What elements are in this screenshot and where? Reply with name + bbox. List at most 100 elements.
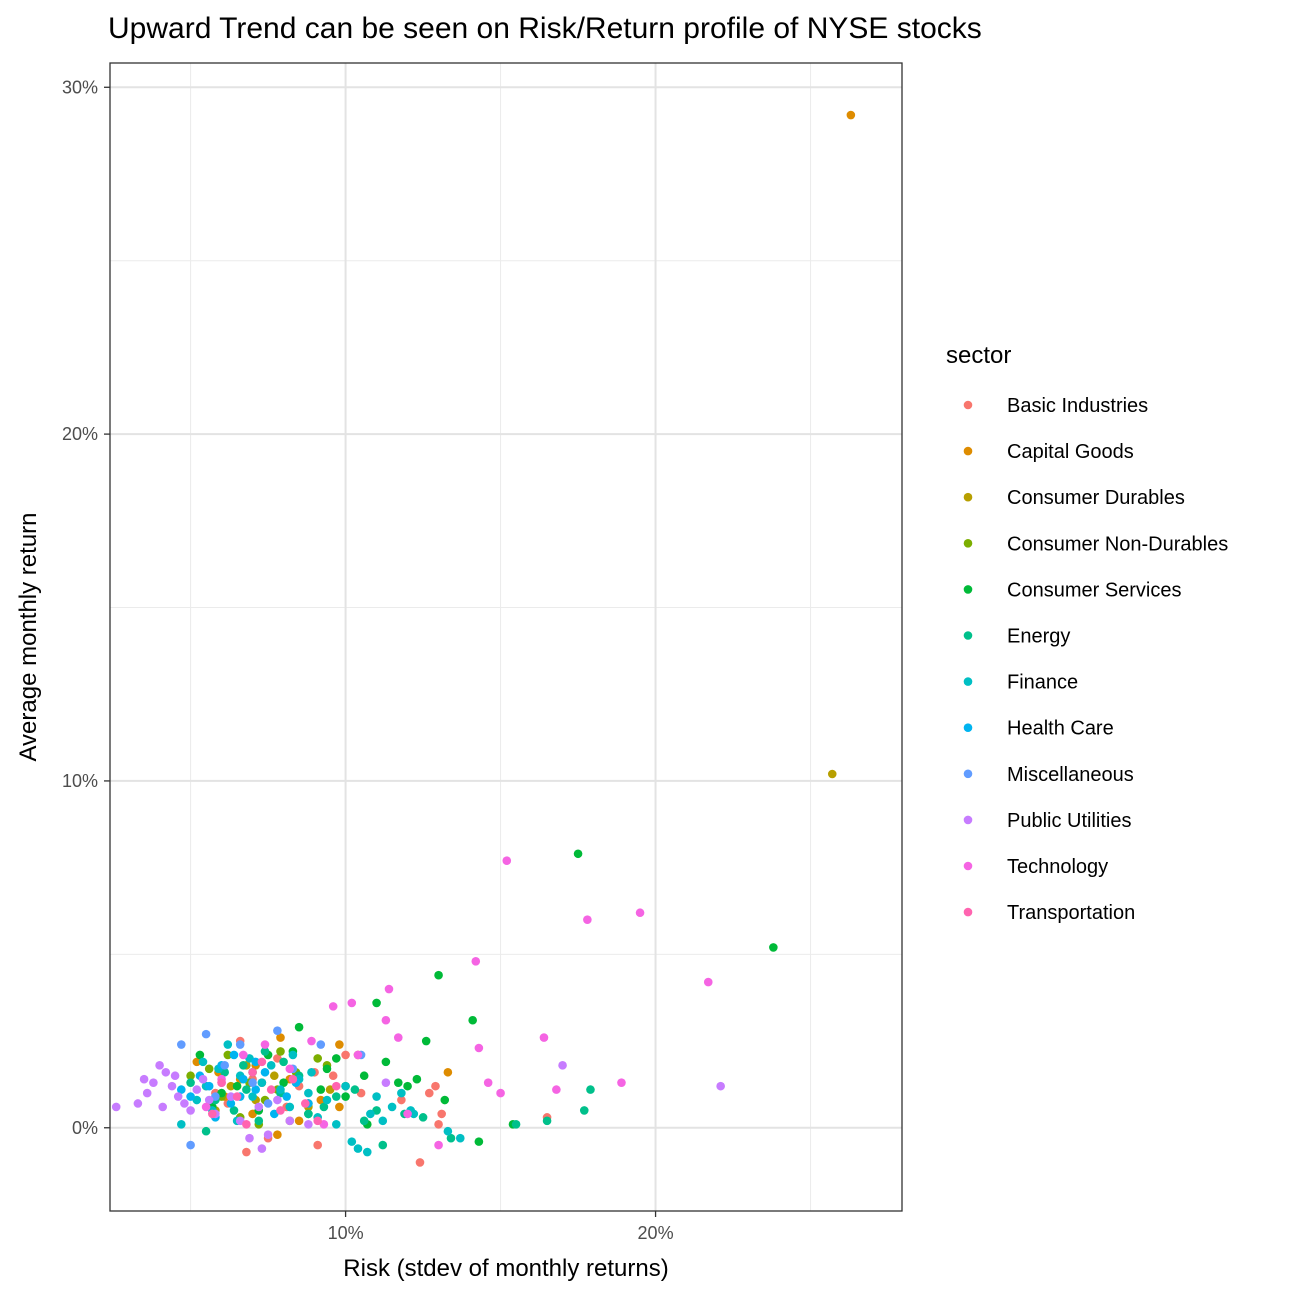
- data-point: [586, 1085, 595, 1094]
- data-point: [276, 1106, 285, 1115]
- data-point: [276, 1033, 285, 1042]
- data-point: [254, 1116, 264, 1126]
- legend-label: Technology: [1007, 856, 1108, 878]
- data-point: [273, 1026, 282, 1035]
- data-point: [176, 1085, 186, 1094]
- data-point: [316, 1040, 326, 1049]
- data-point: [248, 1078, 257, 1087]
- series-finance: [176, 1040, 465, 1157]
- data-point: [276, 1047, 285, 1056]
- data-point: [201, 1029, 211, 1039]
- legend: sector Basic Industries Capital Goods Cons…: [946, 342, 1228, 924]
- data-point: [846, 110, 856, 120]
- data-point: [229, 1106, 239, 1115]
- data-point: [155, 1061, 164, 1070]
- data-point: [170, 1071, 180, 1081]
- data-point: [393, 1033, 403, 1042]
- data-point: [204, 1064, 214, 1074]
- legend-item: Consumer Durables: [963, 487, 1185, 509]
- series-technology: [201, 856, 713, 1150]
- x-axis-title: Risk (stdev of monthly returns): [343, 1255, 668, 1282]
- data-point: [313, 1116, 322, 1126]
- data-point: [415, 1158, 425, 1167]
- data-point: [384, 984, 394, 994]
- data-point: [397, 1095, 406, 1105]
- legend-key: [963, 446, 973, 456]
- data-point: [437, 1109, 446, 1119]
- y-axis-title: Average monthly return: [15, 512, 42, 761]
- data-point: [511, 1119, 521, 1129]
- data-point: [254, 1102, 264, 1112]
- data-point: [285, 1116, 295, 1126]
- data-point: [403, 1081, 412, 1091]
- data-point: [195, 1050, 205, 1060]
- data-point: [242, 1085, 251, 1094]
- data-point: [403, 1109, 412, 1119]
- data-point: [192, 1057, 202, 1067]
- data-point: [288, 1050, 298, 1060]
- data-point: [294, 1022, 304, 1032]
- data-point: [542, 1116, 552, 1126]
- plot-panel-border: [109, 62, 903, 1212]
- data-point: [341, 1050, 350, 1060]
- data-point: [347, 1137, 357, 1146]
- data-point: [372, 1092, 381, 1101]
- axes: 10% 20% 0% 10% 20% 30%: [62, 77, 674, 1243]
- data-point: [142, 1088, 152, 1098]
- data-point: [381, 1015, 391, 1025]
- data-point: [359, 1116, 369, 1126]
- data-point: [198, 1057, 208, 1067]
- legend-label: Consumer Durables: [1007, 487, 1185, 509]
- legend-label: Transportation: [1007, 902, 1135, 924]
- x-tick-label: 10%: [328, 1223, 364, 1243]
- data-point: [285, 1064, 295, 1074]
- legend-item: Energy: [963, 626, 1070, 648]
- data-point: [635, 908, 645, 918]
- data-point: [260, 1047, 270, 1056]
- data-point: [421, 1036, 431, 1046]
- data-point: [573, 849, 583, 859]
- data-point: [362, 1147, 372, 1157]
- data-point: [304, 1109, 313, 1119]
- data-point: [198, 1074, 208, 1084]
- data-point: [204, 1081, 214, 1091]
- grid-lines: [110, 63, 902, 1211]
- data-point: [381, 1057, 391, 1067]
- data-point: [418, 1113, 428, 1122]
- data-point: [455, 1133, 465, 1143]
- data-point: [381, 1078, 391, 1087]
- data-point: [266, 1085, 276, 1094]
- data-point: [149, 1078, 158, 1087]
- data-point: [176, 1040, 186, 1049]
- legend-label: Health Care: [1007, 718, 1114, 740]
- data-point: [769, 943, 778, 952]
- data-point: [282, 1092, 291, 1101]
- data-point: [304, 1088, 313, 1098]
- data-point: [217, 1078, 226, 1087]
- data-point: [158, 1102, 167, 1112]
- data-point: [313, 1054, 322, 1063]
- data-point: [335, 1040, 344, 1049]
- data-point: [242, 1147, 251, 1157]
- data-point: [238, 1061, 248, 1070]
- data-point: [232, 1081, 242, 1091]
- data-point: [279, 1078, 288, 1087]
- data-point: [307, 1067, 316, 1077]
- data-point: [207, 1109, 217, 1119]
- data-point: [232, 1092, 242, 1101]
- legend-key: [963, 815, 973, 825]
- data-point: [192, 1085, 202, 1094]
- data-point: [238, 1050, 248, 1060]
- data-point: [552, 1085, 561, 1094]
- data-point: [226, 1099, 236, 1108]
- data-point: [322, 1064, 332, 1074]
- data-point: [468, 1015, 477, 1025]
- legend-key: [963, 631, 973, 640]
- data-point: [703, 977, 713, 987]
- data-point: [378, 1140, 388, 1150]
- series-consumer-durables: [211, 769, 837, 1126]
- legend-label: Finance: [1007, 672, 1078, 694]
- data-point: [322, 1095, 332, 1105]
- data-point: [263, 1099, 273, 1108]
